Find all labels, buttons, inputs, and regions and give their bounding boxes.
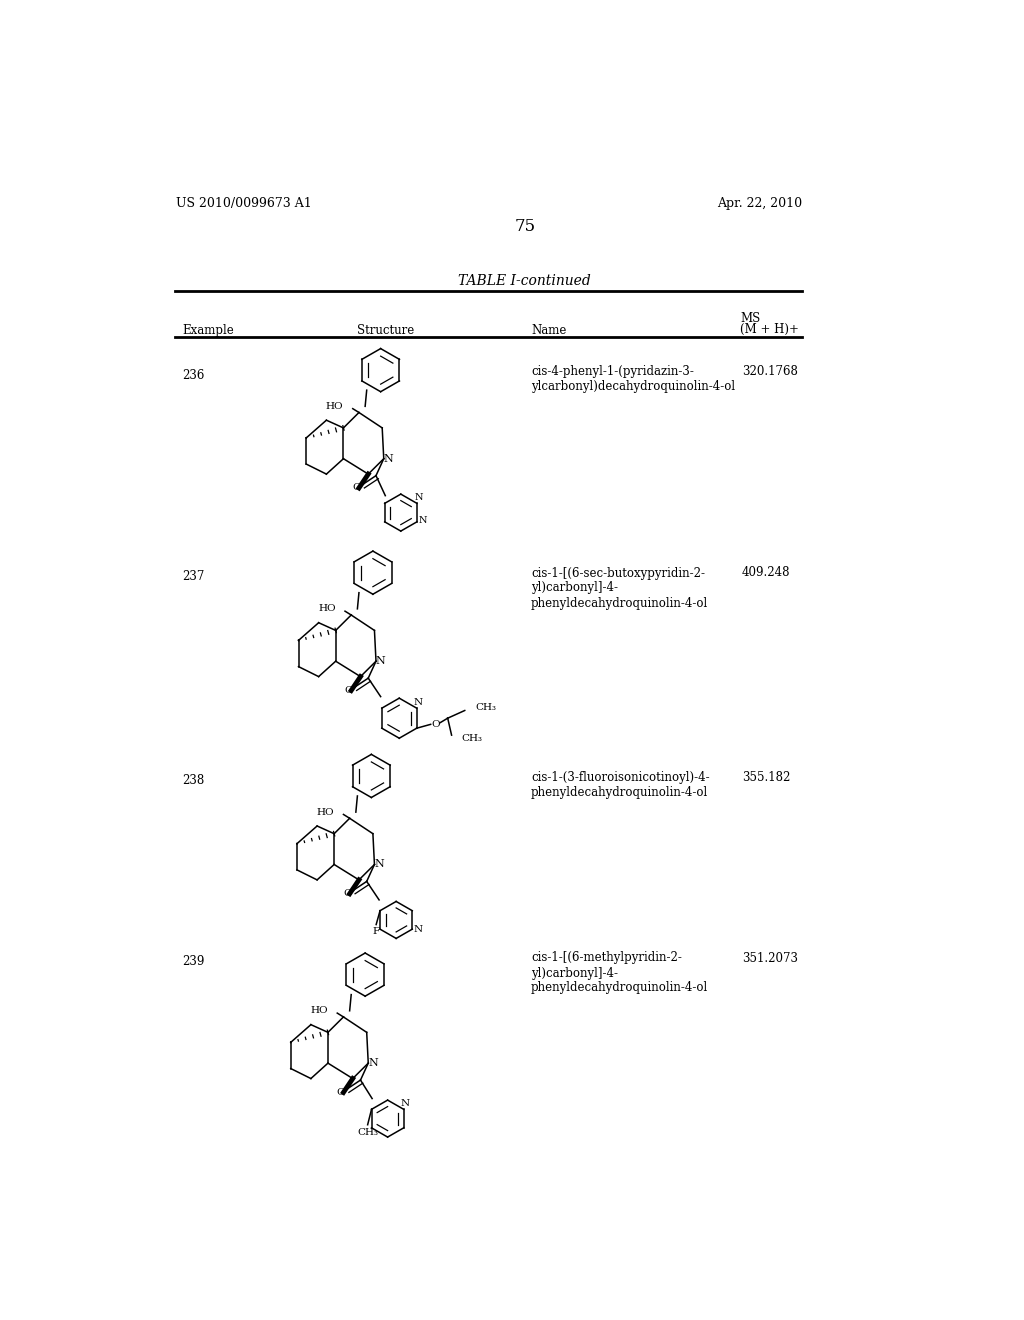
- Text: cis-1-[(6-sec-butoxypyridin-2-
yl)carbonyl]-4-
phenyldecahydroquinolin-4-ol: cis-1-[(6-sec-butoxypyridin-2- yl)carbon…: [531, 566, 709, 610]
- Text: O: O: [344, 686, 353, 694]
- Text: US 2010/0099673 A1: US 2010/0099673 A1: [176, 197, 311, 210]
- Text: CH₃: CH₃: [357, 1129, 378, 1137]
- Text: 409.248: 409.248: [741, 566, 791, 579]
- Text: Name: Name: [531, 323, 566, 337]
- Text: F: F: [373, 927, 380, 936]
- Text: O: O: [352, 483, 360, 492]
- Text: N: N: [415, 494, 423, 503]
- Text: 236: 236: [182, 368, 205, 381]
- Text: N: N: [400, 1098, 410, 1107]
- Text: Apr. 22, 2010: Apr. 22, 2010: [717, 197, 802, 210]
- Text: N: N: [418, 516, 427, 525]
- Text: TABLE I-continued: TABLE I-continued: [459, 275, 591, 288]
- Text: cis-1-(3-fluoroisonicotinoyl)-4-
phenyldecahydroquinolin-4-ol: cis-1-(3-fluoroisonicotinoyl)-4- phenyld…: [531, 771, 710, 799]
- Text: 355.182: 355.182: [741, 771, 791, 784]
- Text: Example: Example: [182, 323, 234, 337]
- Text: MS: MS: [740, 313, 761, 326]
- Text: HO: HO: [316, 808, 334, 817]
- Text: O: O: [337, 1088, 345, 1097]
- Text: N: N: [414, 697, 423, 706]
- Text: N: N: [368, 1059, 378, 1068]
- Text: HO: HO: [326, 401, 343, 411]
- Text: cis-4-phenyl-1-(pyridazin-3-
ylcarbonyl)decahydroquinolin-4-ol: cis-4-phenyl-1-(pyridazin-3- ylcarbonyl)…: [531, 364, 735, 393]
- Text: 351.2073: 351.2073: [741, 952, 798, 965]
- Text: N: N: [414, 925, 423, 933]
- Text: 239: 239: [182, 956, 205, 969]
- Text: 320.1768: 320.1768: [741, 364, 798, 378]
- Text: HO: HO: [310, 1006, 328, 1015]
- Text: 238: 238: [182, 775, 205, 788]
- Text: O: O: [343, 890, 351, 898]
- Text: CH₃: CH₃: [475, 704, 497, 711]
- Text: N: N: [374, 859, 384, 870]
- Text: CH₃: CH₃: [461, 734, 482, 743]
- Text: O: O: [432, 719, 440, 729]
- Text: Structure: Structure: [356, 323, 414, 337]
- Text: N: N: [384, 454, 393, 463]
- Text: N: N: [376, 656, 385, 667]
- Text: 237: 237: [182, 570, 205, 583]
- Text: HO: HO: [318, 605, 336, 614]
- Text: 75: 75: [514, 218, 536, 235]
- Text: cis-1-[(6-methylpyridin-2-
yl)carbonyl]-4-
phenyldecahydroquinolin-4-ol: cis-1-[(6-methylpyridin-2- yl)carbonyl]-…: [531, 952, 709, 994]
- Text: (M + H)+: (M + H)+: [740, 323, 799, 337]
